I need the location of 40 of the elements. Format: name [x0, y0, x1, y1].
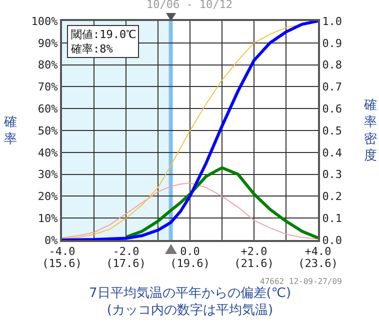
x2-tick-label: (17.6): [106, 257, 146, 270]
y2-tick-label: 0.2: [322, 190, 342, 204]
x2-tick-label: (15.6): [42, 257, 82, 270]
y-tick-label: 90%: [38, 36, 58, 50]
y2-tick-label: 0.6: [322, 102, 342, 116]
y2-tick-label: 0.5: [322, 124, 342, 138]
x-tick-label: -4.0: [48, 245, 76, 258]
y2-tick-label: 0.3: [322, 168, 342, 182]
annotation: 閾値:19.0℃ 確率:8%: [70, 28, 136, 56]
x2-tick-label: (23.6): [298, 257, 338, 270]
y2-tick-label: 0.4: [322, 146, 342, 160]
y2-tick-label: 0.0: [322, 234, 342, 247]
y2-tick-label: 0.7: [322, 80, 342, 94]
line-series: [62, 182, 318, 240]
x-axis-title: 7日平均気温の平年からの偏差(℃) (カッコ内の数字は平均気温): [89, 286, 292, 318]
x-tick-label: +2.0: [240, 245, 268, 258]
y2-tick-label: 0.1: [322, 212, 342, 225]
y2-tick-label: 0.8: [322, 58, 342, 72]
x-tick-label: -2.0: [112, 245, 140, 258]
y-tick-label: 40%: [38, 146, 58, 160]
y-tick-label: 60%: [38, 102, 58, 116]
y-tick-label: 50%: [38, 124, 58, 138]
line-series: [124, 166, 318, 240]
y2-tick-label: 0.9: [322, 36, 342, 50]
x2-tick-label: (19.6): [170, 257, 210, 270]
y-tick-label: 20%: [38, 190, 58, 204]
y-tick-label: 30%: [38, 168, 58, 182]
y-tick-label: 80%: [38, 58, 58, 72]
y-tick-label: 100%: [31, 14, 58, 28]
y2-axis-title: 確率密度: [363, 98, 377, 164]
y-axis-title: 確率: [3, 115, 17, 147]
x-tick-label: 0.0: [180, 245, 200, 258]
chart-title: 10/06 - 10/12: [146, 0, 233, 12]
y-tick-label: 10%: [38, 212, 58, 225]
x-tick-label: +4.0: [304, 245, 332, 258]
x2-tick-label: (21.6): [234, 257, 274, 270]
y-tick-label: 70%: [38, 80, 58, 94]
y2-tick-label: 1.0: [322, 14, 342, 28]
y-tick-label: 0%: [44, 234, 58, 247]
text: 47662 12-09-27/09: [260, 277, 342, 286]
